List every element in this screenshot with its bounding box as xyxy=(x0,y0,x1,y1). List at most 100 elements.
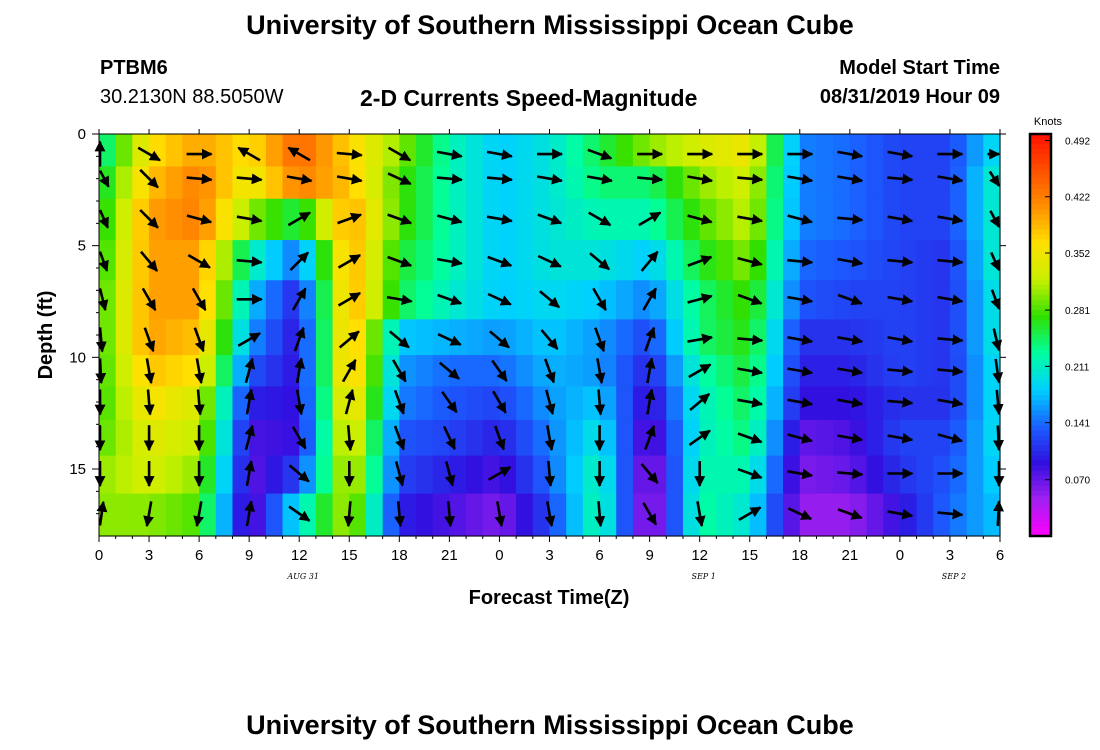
colorbar-swatch xyxy=(1030,294,1051,301)
heatmap-cell xyxy=(265,280,284,320)
colorbar-swatch xyxy=(1030,355,1051,361)
heatmap-cell xyxy=(866,355,884,387)
current-vector xyxy=(644,424,656,450)
heatmap-cell xyxy=(616,355,634,387)
current-vector xyxy=(341,358,357,383)
current-vector xyxy=(687,333,714,345)
current-vector xyxy=(687,255,713,267)
heatmap-cell xyxy=(482,198,501,241)
colorbar-swatch xyxy=(1030,219,1051,226)
heatmap-cell xyxy=(265,493,284,537)
heatmap-cell xyxy=(866,319,884,356)
current-vector xyxy=(237,332,261,347)
heatmap-cell xyxy=(265,455,284,495)
heatmap-cell xyxy=(966,280,984,320)
heatmap-cell xyxy=(215,280,234,320)
heatmap-cell xyxy=(966,198,984,241)
current-vector xyxy=(737,334,764,346)
current-vector xyxy=(491,359,508,382)
heatmap-cell xyxy=(916,134,934,167)
heatmap-cell xyxy=(132,493,150,537)
heatmap-cell xyxy=(349,493,367,537)
heatmap-cell xyxy=(299,134,317,167)
current-vector xyxy=(143,389,155,416)
heatmap-cell xyxy=(132,280,150,320)
current-vector xyxy=(536,173,563,185)
heatmap-cell xyxy=(482,455,501,495)
heatmap-cell xyxy=(265,355,284,387)
current-vector xyxy=(194,358,205,385)
heatmap-cell xyxy=(449,355,467,387)
heatmap-cell xyxy=(933,280,951,320)
x-tick-label: 6 xyxy=(595,547,603,564)
heatmap-cell xyxy=(532,240,551,281)
current-vector xyxy=(588,211,612,227)
heatmap-cell xyxy=(399,419,417,457)
current-vector xyxy=(688,363,712,379)
colorbar-swatch xyxy=(1030,345,1051,351)
current-vector xyxy=(837,173,864,185)
current-vector xyxy=(492,390,507,414)
heatmap-cell xyxy=(933,455,951,495)
heatmap-cell xyxy=(699,134,717,167)
heatmap-cell xyxy=(666,280,684,320)
heatmap-cell xyxy=(182,240,200,281)
heatmap-cell xyxy=(716,386,734,421)
current-vector xyxy=(144,358,155,385)
heatmap-cell xyxy=(466,240,484,281)
colorbar-swatch xyxy=(1030,284,1051,291)
colorbar-swatch xyxy=(1030,304,1051,311)
colorbar-swatch xyxy=(1030,335,1051,341)
heatmap-cell xyxy=(315,280,334,320)
heatmap-cell xyxy=(99,198,117,241)
heatmap-cell xyxy=(365,198,384,241)
current-vector xyxy=(837,432,864,444)
current-vector xyxy=(937,256,964,267)
colorbar-swatch xyxy=(1030,380,1051,386)
x-tick-label: 9 xyxy=(645,547,653,564)
heatmap-cell xyxy=(766,319,784,356)
heatmap-cell xyxy=(516,134,534,167)
heatmap-cell xyxy=(265,319,284,356)
current-vector xyxy=(95,327,107,353)
heatmap-cell xyxy=(883,493,901,537)
current-vector xyxy=(186,173,213,185)
current-vector xyxy=(141,287,157,312)
date-label: AUG 31 xyxy=(286,572,319,581)
heatmap-cell xyxy=(682,240,701,281)
x-tick-label: 3 xyxy=(946,547,954,564)
current-vector xyxy=(738,506,762,522)
heatmap-cell xyxy=(983,240,1001,281)
current-vector xyxy=(97,288,109,312)
current-vector xyxy=(539,290,560,309)
colorbar-swatch xyxy=(1030,405,1051,411)
current-vector xyxy=(387,213,413,225)
current-vector xyxy=(737,365,764,377)
heatmap-cell xyxy=(566,386,584,421)
colorbar-swatch xyxy=(1030,269,1051,276)
heatmap-cell xyxy=(349,198,367,241)
heatmap-cell xyxy=(482,355,501,387)
colorbar-swatch xyxy=(1030,259,1051,266)
current-vector xyxy=(289,251,310,272)
heatmap-cell xyxy=(416,280,434,320)
heatmap-cell xyxy=(399,240,417,281)
current-vector xyxy=(937,397,964,408)
heatmap-cell xyxy=(949,166,968,200)
heatmap-cell xyxy=(816,419,834,457)
heatmap-cell xyxy=(99,419,117,457)
heatmap-cell xyxy=(733,493,751,537)
heatmap-cell xyxy=(682,134,701,167)
heatmap-cell xyxy=(332,319,350,356)
current-vector xyxy=(787,365,814,377)
heatmap-cell xyxy=(632,455,651,495)
heatmap-cell xyxy=(482,280,501,320)
x-tick-label: 0 xyxy=(95,547,103,564)
current-vector xyxy=(244,424,256,451)
heatmap-cell xyxy=(265,240,284,281)
heatmap-cell xyxy=(716,493,734,537)
current-vector xyxy=(787,334,814,346)
heatmap-cell xyxy=(899,455,918,495)
current-vector xyxy=(287,211,311,227)
heatmap-cell xyxy=(199,419,217,457)
